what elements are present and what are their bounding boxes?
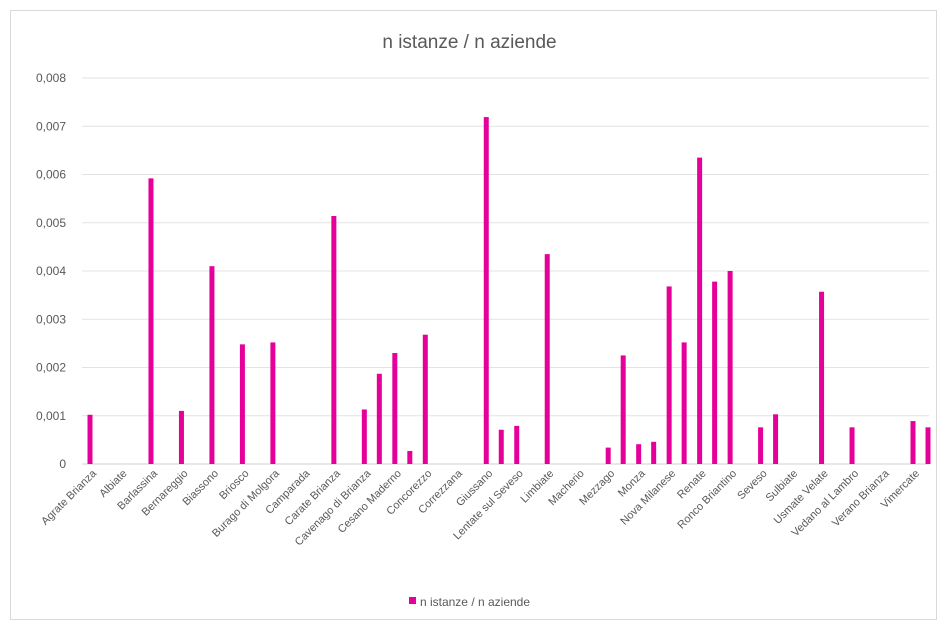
bar [910,421,916,464]
bar [331,215,337,464]
y-tick-label: 0 [59,457,66,471]
bar [681,342,687,464]
bar [819,291,825,464]
legend-label: n istanze / n aziende [419,594,531,609]
bar [758,427,764,464]
y-tick-label: 0,002 [36,361,66,375]
bar [620,355,626,464]
y-tick-label: 0,008 [36,71,66,85]
y-tick-label: 0,001 [36,409,66,423]
bar [636,444,642,464]
bar [849,427,855,464]
bar [422,334,428,464]
bar [392,353,398,464]
bar [376,373,382,464]
y-tick-label: 0,006 [36,168,66,182]
y-tick-label: 0,005 [36,216,66,230]
bar [209,266,215,464]
x-tick-label: Agrate Brianza [39,467,100,528]
chart-title: n istanze / n aziende [382,32,557,53]
bar [773,414,779,464]
bar [651,441,657,464]
bar [697,157,703,465]
legend: n istanze / n aziende [0,594,939,609]
bar [605,447,611,464]
bar [498,429,504,464]
bar [666,286,672,464]
bar [87,414,93,464]
bar [544,254,550,464]
legend-swatch [408,597,416,605]
bar [361,409,367,464]
bar [270,342,276,464]
bar [239,344,245,464]
y-tick-label: 0,003 [36,312,66,326]
bar [514,425,520,464]
bar [925,427,931,464]
bar [727,271,733,464]
x-tick-label: Nova Milanese [618,468,678,528]
bar [148,178,154,465]
y-tick-label: 0,007 [36,119,66,133]
bar [712,281,718,464]
bar [178,410,184,464]
bar [407,450,413,464]
chart-area [10,10,937,620]
bar [483,117,489,465]
y-tick-label: 0,004 [36,264,66,278]
